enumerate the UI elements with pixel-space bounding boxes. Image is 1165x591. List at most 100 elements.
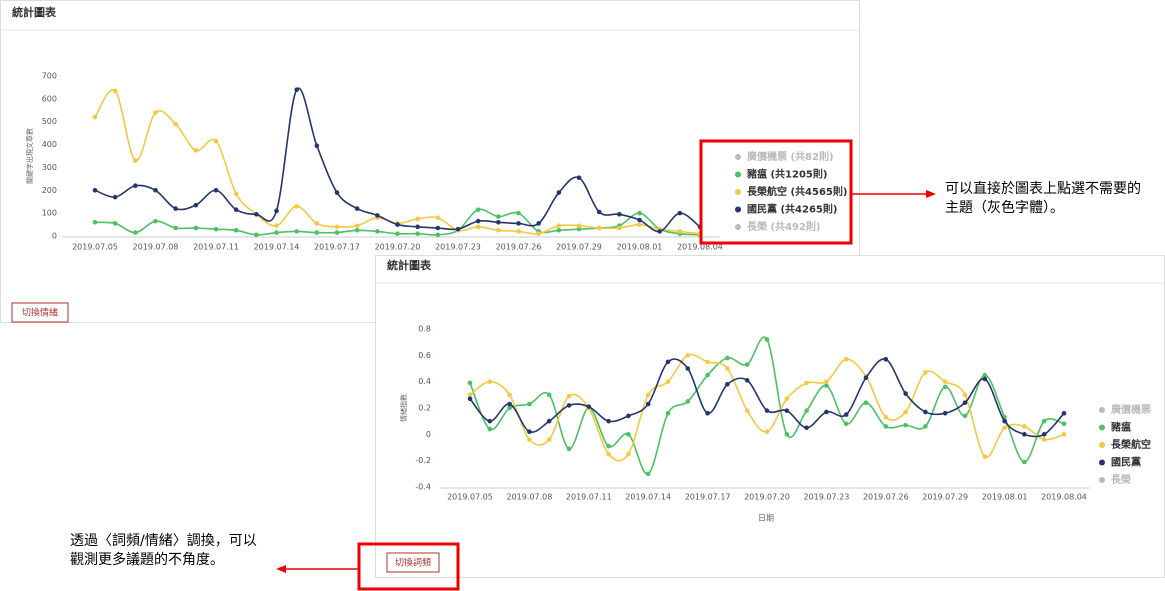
data-point [982,454,988,460]
legend-label[interactable]: 廣價機票 (共82則) [746,150,834,163]
data-point [1041,432,1047,437]
data-point [962,413,968,419]
data-point [487,379,493,384]
legend-label[interactable]: 長榮航空 (共4565則) [747,185,847,198]
data-point [843,356,849,362]
legend-marker[interactable] [735,189,741,195]
data-point [314,143,320,149]
x-tick-label: 2019.07.11 [566,493,612,502]
arrow-head [926,190,936,198]
data-point [354,206,360,211]
legend-marker[interactable] [735,171,741,178]
data-point [153,187,158,193]
legend-marker[interactable] [735,154,741,160]
data-point [527,429,532,435]
data-point [804,425,809,431]
data-point [1061,421,1067,427]
data-point [576,226,582,232]
legend-marker[interactable] [735,206,741,213]
legend-marker[interactable] [1099,477,1105,483]
toggle-button[interactable] [386,552,440,573]
data-point [962,392,968,398]
data-point [133,230,138,235]
legend-item[interactable]: 廣價機票 [1099,403,1151,416]
legend-item[interactable]: 豬瘟 [1099,421,1131,434]
data-point [294,87,299,93]
legend-label[interactable]: 豬瘟 (共1205則) [746,168,827,181]
x-tick-label: 2019.07.11 [193,243,239,252]
data-point [923,424,928,429]
toggle-button[interactable] [11,302,69,323]
data-point [507,392,512,398]
data-point [665,410,671,416]
data-point [665,359,671,365]
data-point [455,226,461,232]
x-tick-label: 2019.07.20 [375,243,421,252]
chart: -0.4 -0.2 0 0.2 0.4 0.6 0.8 2019.07.05 2019.07.0… [399,325,1151,523]
data-point [556,190,562,195]
arrow-head [276,565,286,573]
legend-label[interactable]: 長榮航空 [1111,438,1151,451]
legend-marker[interactable] [1099,424,1105,431]
x-tick-label: 2019.07.26 [863,493,909,502]
data-point [566,446,572,452]
data-point [435,215,441,221]
legend-label[interactable]: 豬瘟 [1110,421,1131,434]
data-point [314,230,320,235]
legend-item[interactable]: 長榮 (共492則) [735,220,821,233]
legend-marker[interactable] [735,224,741,230]
data-point [784,432,790,437]
data-point [467,380,473,386]
legend-marker[interactable] [1099,407,1105,413]
data-point [824,383,829,388]
legend-marker[interactable] [1099,459,1105,466]
data-point [254,232,259,238]
x-tick-label: 2019.07.08 [133,243,179,252]
legend-item[interactable]: 長榮航空 [1099,438,1151,451]
data-point [112,221,118,226]
data-point [677,210,683,216]
button-label[interactable]: 切換詞頻 [395,557,431,569]
data-point [863,375,869,381]
data-point [274,230,279,235]
data-point [354,227,360,233]
data-point [556,227,562,233]
legend-label[interactable]: 長榮 [1111,473,1131,486]
data-point [556,223,562,229]
legend-label[interactable]: 廣價機票 [1110,403,1151,416]
legend-item[interactable]: 國民黨 [1099,456,1141,469]
legend-marker[interactable] [1099,442,1105,448]
button-label[interactable]: 切換情緒 [22,307,58,319]
data-point [596,209,602,215]
data-point [133,183,138,189]
data-point [467,392,473,398]
x-tick-label: 2019.07.20 [744,493,790,502]
data-point [173,225,178,231]
legend-item[interactable]: 豬瘟 (共1205則) [735,168,827,181]
data-point [133,158,138,163]
data-point [475,218,481,224]
legend-item[interactable]: 長榮航空 (共4565則) [735,185,847,198]
y-axis-label: 關鍵字出現文章數 [25,128,34,184]
data-point [843,412,849,417]
data-point [725,382,730,387]
y-tick-label: 300 [42,163,57,172]
data-point [294,203,299,209]
legend-item[interactable]: 長榮 [1099,473,1131,486]
data-point [1041,437,1047,442]
legend-item[interactable]: 廣價機票 (共82則) [735,150,834,163]
legend-label[interactable]: 國民黨 (共4265則) [747,203,837,216]
x-tick-label: 2019.07.23 [435,243,481,252]
data-point [764,337,770,342]
legend-label[interactable]: 長榮 (共492則) [747,220,821,233]
data-point [112,88,118,94]
data-point [626,451,631,457]
data-point [586,404,592,409]
data-point [112,194,118,200]
legend-item[interactable]: 國民黨 (共4265則) [735,203,837,216]
data-point [516,210,521,216]
legend-label[interactable]: 國民黨 [1111,456,1141,469]
x-tick-label: 2019.07.05 [447,493,493,502]
data-point [606,418,611,424]
data-point [942,379,948,384]
